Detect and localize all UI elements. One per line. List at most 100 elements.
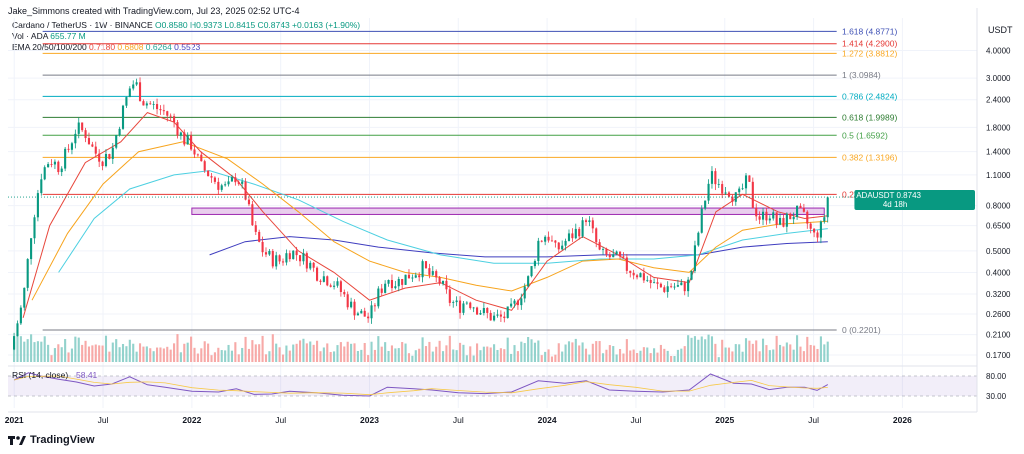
volume-bar	[57, 344, 60, 362]
candle-body	[717, 184, 720, 185]
volume-bar	[162, 348, 165, 362]
volume-bar	[758, 351, 761, 362]
volume-bar	[772, 349, 775, 362]
candle-body	[782, 217, 785, 227]
volume-bar	[738, 344, 741, 362]
branding-text: TradingView	[30, 434, 95, 446]
candle-body	[13, 336, 16, 350]
legend-symbol[interactable]: Cardano / TetherUS · 1W · BINANCE	[12, 20, 153, 30]
candle-body	[111, 147, 114, 159]
candle-body	[176, 122, 179, 136]
legend-volume-row: Vol · ADA 655.77 M	[12, 31, 360, 42]
candle-body	[629, 270, 632, 273]
candle-body	[499, 314, 502, 317]
candle-body	[748, 175, 751, 182]
x-tick-label: Jul	[275, 415, 286, 425]
legend-volume-label[interactable]: Vol · ADA	[12, 31, 48, 41]
volume-bar	[496, 349, 499, 362]
volume-bar	[350, 343, 353, 362]
volume-bar	[53, 348, 56, 362]
y-tick-label: 1.8000	[986, 123, 1011, 132]
y-tick-label: 0.2600	[986, 310, 1011, 319]
volume-bar	[666, 350, 669, 362]
volume-bar	[241, 347, 244, 362]
fib-label: 1.618 (4.8771)	[842, 26, 897, 36]
candle-body	[57, 161, 60, 173]
volume-bar	[271, 334, 274, 362]
candle-body	[26, 259, 29, 288]
volume-bar	[115, 339, 118, 362]
volume-bar	[424, 346, 428, 362]
candle-body	[312, 262, 315, 268]
volume-bar	[506, 337, 509, 362]
candle-body	[155, 104, 159, 110]
current-price-badge	[854, 190, 975, 211]
candle-body	[285, 253, 288, 263]
volume-bar	[346, 341, 349, 362]
candle-body	[510, 303, 513, 307]
volume-bar	[367, 355, 370, 362]
volume-bar	[336, 345, 339, 362]
volume-bar	[220, 350, 223, 362]
volume-bar	[574, 338, 577, 362]
volume-bar	[118, 347, 121, 362]
candle-body	[789, 213, 792, 220]
volume-bar	[173, 343, 176, 362]
candle-body	[697, 232, 700, 246]
volume-bar	[642, 347, 645, 362]
volume-bar	[482, 346, 485, 362]
volume-bar	[775, 335, 778, 362]
candle-body	[622, 256, 625, 258]
candle-body	[595, 228, 598, 243]
volume-bar	[550, 356, 554, 362]
volume-bar	[60, 347, 63, 362]
candle-body	[295, 250, 298, 256]
volume-bar	[653, 348, 656, 362]
candle-body	[261, 241, 264, 253]
volume-bar	[254, 344, 257, 362]
y-tick-label: 0.2100	[986, 331, 1011, 340]
volume-bar	[588, 354, 591, 362]
candle-body	[230, 177, 234, 182]
candle-body	[244, 181, 247, 200]
y-tick-label: 4.0000	[986, 46, 1011, 55]
candle-body	[203, 161, 206, 171]
candle-body	[258, 231, 261, 242]
candle-body	[394, 286, 397, 289]
volume-bar	[469, 346, 472, 362]
candle-body	[741, 188, 744, 190]
x-tick-label: Jul	[98, 415, 109, 425]
y-tick-label: 0.4000	[986, 268, 1011, 277]
candle-body	[710, 171, 714, 184]
volume-bar	[213, 352, 216, 362]
x-tick-label: 2024	[538, 415, 557, 425]
volume-bar	[230, 350, 234, 362]
candle-body	[540, 240, 543, 242]
candle-body	[615, 251, 618, 255]
volume-bar	[710, 336, 714, 362]
candle-body	[305, 253, 308, 269]
candle-body	[278, 255, 281, 262]
candle-body	[339, 281, 342, 293]
candle-body	[363, 310, 366, 317]
candle-body	[84, 130, 87, 139]
legend-ema-label[interactable]: EMA 20/50/100/200	[12, 42, 87, 52]
volume-bar	[401, 342, 404, 362]
candle-body	[288, 253, 291, 260]
volume-bar	[479, 350, 482, 362]
candle-body	[271, 250, 274, 267]
volume-bar	[476, 343, 479, 362]
current-price-countdown: 4d 18h	[883, 200, 907, 209]
volume-bar	[584, 348, 588, 362]
volume-bar	[544, 351, 547, 362]
volume-bar	[567, 341, 571, 362]
candle-body	[581, 220, 584, 237]
candle-body	[567, 233, 571, 241]
candle-body	[281, 261, 285, 263]
volume-bar	[547, 349, 550, 362]
candle-body	[152, 104, 155, 105]
volume-bar	[458, 342, 462, 362]
volume-bar	[19, 336, 22, 362]
candle-body	[693, 245, 696, 271]
